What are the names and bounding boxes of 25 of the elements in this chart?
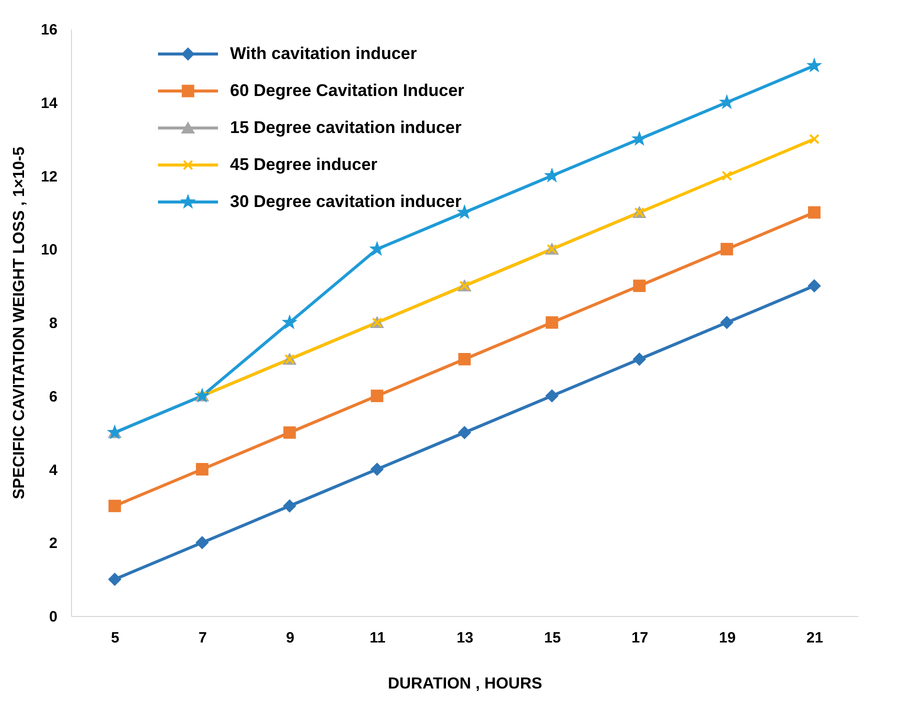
y-tick-label: 8 (49, 315, 58, 332)
x-tick-label: 17 (632, 630, 648, 646)
x-tick-label: 5 (111, 630, 120, 646)
legend-label: With cavitation inducer (230, 44, 418, 63)
legend-label: 30 Degree cavitation inducer (230, 192, 462, 211)
x-axis-title: DURATION , HOURS (388, 676, 543, 692)
y-tick-label: 2 (49, 535, 58, 552)
y-tick-label: 0 (49, 608, 58, 626)
y-tick-label: 6 (49, 388, 58, 406)
y-axis-title: SPECIFIC CAVITATION WEIGHT LOSS , 1×10-5 (10, 146, 28, 500)
y-tick-label: 16 (40, 22, 58, 38)
x-tick-label: 13 (456, 630, 474, 646)
x-tick-label: 19 (718, 630, 736, 646)
x-tick-label: 7 (198, 630, 207, 646)
y-tick-label: 12 (40, 168, 58, 186)
y-tick-label: 4 (49, 462, 58, 479)
x-tick-label: 15 (544, 630, 561, 646)
legend-label: 15 Degree cavitation inducer (230, 118, 462, 137)
y-tick-label: 10 (40, 242, 58, 259)
x-tick-label: 21 (806, 630, 824, 646)
x-tick-label: 11 (370, 630, 386, 646)
legend-label: 45 Degree inducer (230, 155, 378, 174)
x-tick-label: 9 (286, 630, 294, 646)
y-tick-label: 14 (40, 94, 58, 112)
legend-label: 60 Degree Cavitation Inducer (230, 81, 465, 100)
